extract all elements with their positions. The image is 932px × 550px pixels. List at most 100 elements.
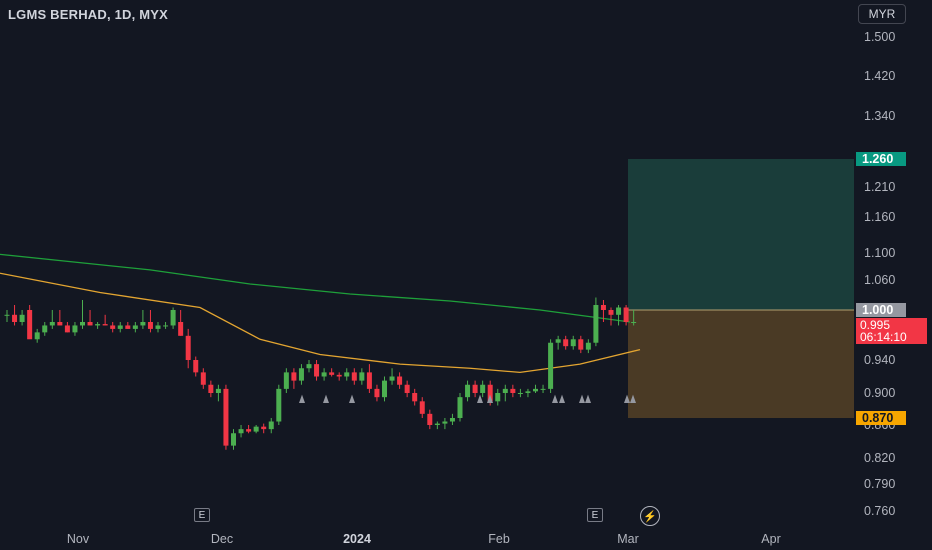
candle [4,310,10,322]
candle-body [283,372,289,389]
candle [578,335,584,354]
candle [631,310,637,326]
price-tick: 1.060 [864,273,896,287]
candle [412,388,418,406]
time-tick: Dec [210,532,234,546]
position-zones [628,159,854,418]
candle-body [495,393,501,402]
candle [170,307,176,329]
candle-body [336,374,342,377]
candle-body [64,325,70,333]
candle [193,356,199,377]
earnings-marker[interactable]: E [587,508,603,522]
price-tick: 1.500 [864,30,896,44]
candle [132,322,138,333]
candle [359,368,365,385]
candle-body [623,307,629,322]
candle [27,305,33,340]
candle-body [200,372,206,385]
candle-body [110,325,116,329]
lightning-icon[interactable]: ⚡ [640,506,660,526]
candle-body [231,433,236,446]
candle-body [533,388,538,392]
candle [223,384,229,450]
signal-markers [299,394,636,403]
candle-body [412,393,418,402]
candle-body [374,388,380,398]
candle [480,380,486,398]
candle-body [306,364,312,369]
signal-arrow-icon [323,394,329,403]
signal-arrow-icon [477,394,483,403]
candle-body [132,325,138,329]
candle-body [321,372,327,377]
candle [382,376,387,402]
candle-body [34,332,40,340]
entry-price-label: 1.000 [856,303,906,317]
last-price-label: 0.995 06:14:10 [856,318,927,344]
earnings-marker[interactable]: E [194,508,210,522]
candle-body [185,335,191,360]
candle-body [102,324,108,326]
candle-body [555,339,561,343]
candle-body [631,322,637,323]
candle-body [95,324,101,326]
time-tick: Nov [66,532,90,546]
candle-body [12,314,18,322]
candle-body [261,426,267,430]
time-tick: 2024 [343,532,371,546]
candle-body [72,325,78,333]
profit-zone [628,159,854,310]
candle [517,388,523,398]
candle-body [170,310,176,326]
symbol-title: LGMS BERHAD, 1D, MYX [8,7,169,22]
ma-short-line [0,272,641,374]
candle [261,423,267,434]
candle [336,372,342,381]
candle [600,300,606,322]
price-tick: 0.900 [864,386,896,400]
candle [457,393,463,422]
candle-body [593,305,599,343]
candle-body [442,421,448,424]
candle-body [42,325,48,333]
candle-body [238,429,244,434]
candle [397,372,403,389]
price-tick: 1.420 [864,69,896,83]
candle [298,364,304,385]
candle-body [434,423,440,425]
candle-body [117,325,123,329]
candle-body [548,342,554,389]
candle [231,429,236,450]
price-tick: 0.760 [864,504,896,518]
candle-body [215,388,221,393]
signal-arrow-icon [585,394,591,403]
candle [419,397,425,418]
candle [147,310,153,333]
candle-body [80,322,85,326]
signal-arrow-icon [487,394,493,403]
signal-arrow-icon [559,394,565,403]
candle [585,339,591,354]
bar-countdown: 06:14:10 [860,330,907,344]
candle [64,322,70,333]
candle [12,305,18,326]
candle-body [19,314,25,322]
candle [472,380,478,398]
candle [404,380,410,398]
candle-body [329,372,335,375]
candle-body [4,314,10,316]
candle [434,421,440,430]
candle-body [570,339,576,347]
candle-body [253,426,259,432]
signal-arrow-icon [349,394,355,403]
candle [570,335,576,350]
candle [291,368,297,389]
candle [533,384,538,393]
candle [276,384,282,425]
currency-button[interactable]: MYR [858,4,906,24]
stop-price-label: 0.870 [856,411,906,425]
candle-body [465,384,471,398]
candle-body [563,339,569,347]
